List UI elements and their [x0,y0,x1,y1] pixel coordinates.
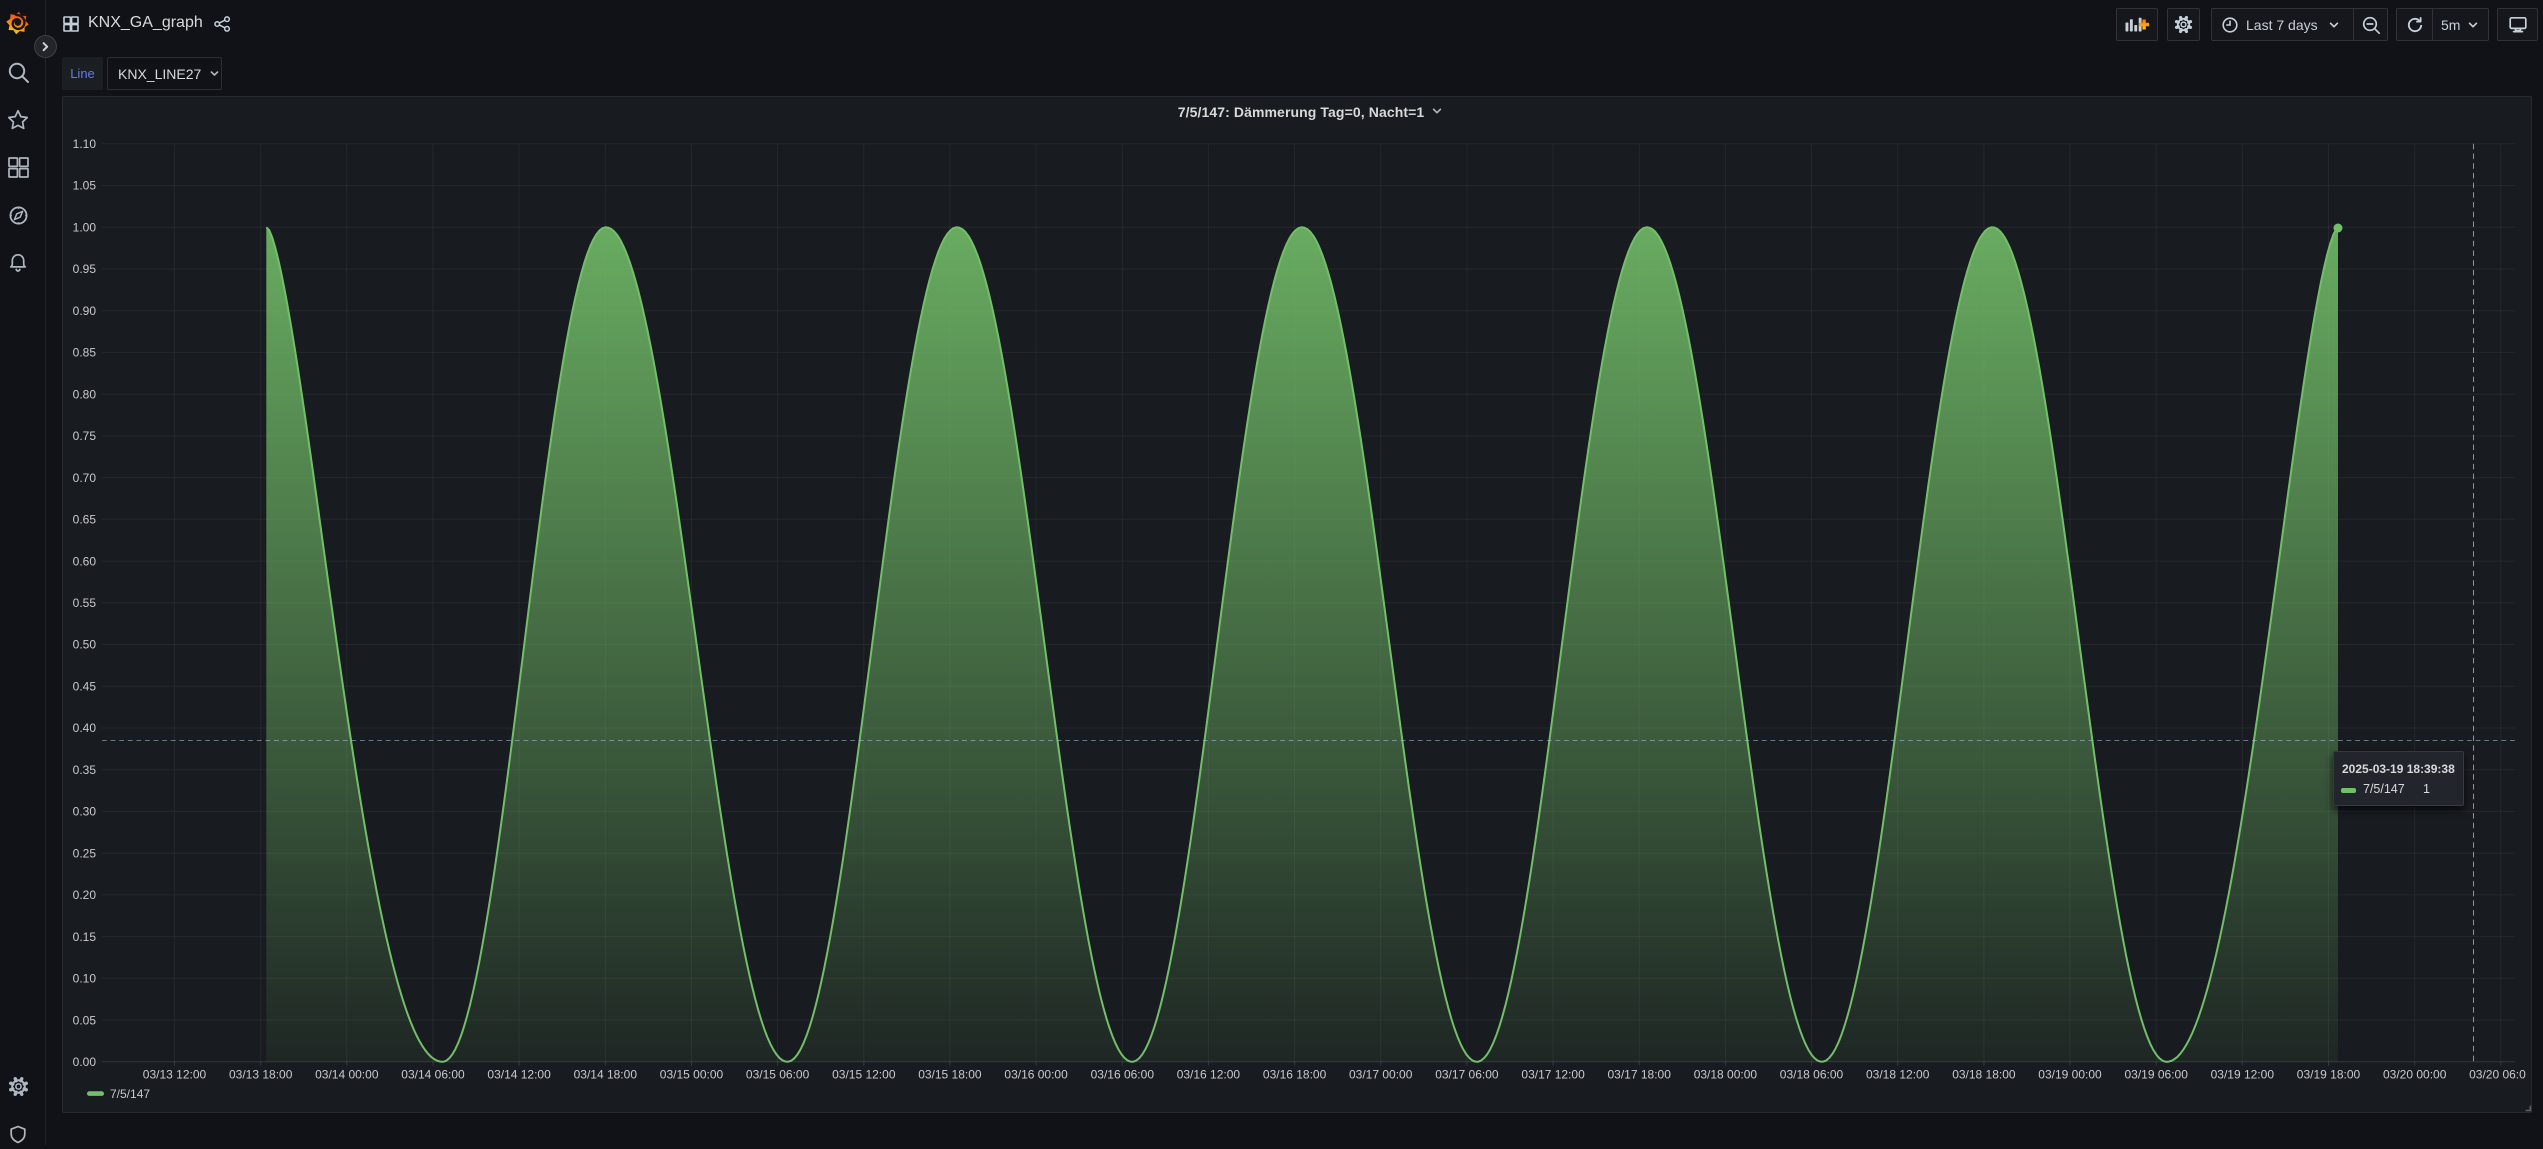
svg-text:0.30: 0.30 [73,805,97,819]
svg-text:0.10: 0.10 [73,972,97,986]
svg-text:03/13 12:00: 03/13 12:00 [143,1068,207,1082]
svg-text:03/20 00:00: 03/20 00:00 [2383,1068,2447,1082]
svg-text:0.15: 0.15 [73,930,97,944]
svg-text:1.05: 1.05 [73,179,97,193]
svg-text:03/18 00:00: 03/18 00:00 [1694,1068,1758,1082]
svg-text:0.85: 0.85 [73,346,97,360]
svg-text:03/13 18:00: 03/13 18:00 [229,1068,293,1082]
svg-text:03/19 06:00: 03/19 06:00 [2124,1068,2188,1082]
svg-text:0.45: 0.45 [73,680,97,694]
svg-text:03/15 12:00: 03/15 12:00 [832,1068,896,1082]
svg-text:03/14 06:00: 03/14 06:00 [401,1068,465,1082]
svg-text:0.50: 0.50 [73,638,97,652]
svg-text:03/16 18:00: 03/16 18:00 [1263,1068,1327,1082]
svg-text:03/17 06:00: 03/17 06:00 [1435,1068,1499,1082]
svg-text:1.10: 1.10 [73,137,97,151]
svg-text:0.00: 0.00 [73,1055,97,1069]
svg-text:03/18 18:00: 03/18 18:00 [1952,1068,2016,1082]
svg-text:0.55: 0.55 [73,596,97,610]
svg-text:03/19 18:00: 03/19 18:00 [2297,1068,2361,1082]
svg-text:03/18 12:00: 03/18 12:00 [1866,1068,1930,1082]
svg-text:0.60: 0.60 [73,554,97,568]
svg-text:0.90: 0.90 [73,304,97,318]
svg-text:0.65: 0.65 [73,513,97,527]
svg-text:0.70: 0.70 [73,471,97,485]
svg-text:03/17 18:00: 03/17 18:00 [1607,1068,1671,1082]
svg-text:03/17 12:00: 03/17 12:00 [1521,1068,1585,1082]
svg-text:03/16 00:00: 03/16 00:00 [1004,1068,1068,1082]
svg-text:03/14 12:00: 03/14 12:00 [487,1068,551,1082]
svg-text:03/20 06:00: 03/20 06:00 [2469,1068,2533,1082]
svg-text:03/16 12:00: 03/16 12:00 [1177,1068,1241,1082]
svg-text:03/14 18:00: 03/14 18:00 [574,1068,638,1082]
svg-text:03/15 18:00: 03/15 18:00 [918,1068,982,1082]
svg-text:03/16 06:00: 03/16 06:00 [1091,1068,1155,1082]
svg-text:0.95: 0.95 [73,262,97,276]
svg-text:03/15 06:00: 03/15 06:00 [746,1068,810,1082]
svg-text:0.40: 0.40 [73,721,97,735]
svg-text:03/18 06:00: 03/18 06:00 [1780,1068,1844,1082]
svg-text:03/19 12:00: 03/19 12:00 [2211,1068,2275,1082]
svg-text:0.25: 0.25 [73,846,97,860]
svg-text:0.05: 0.05 [73,1013,97,1027]
svg-text:03/15 00:00: 03/15 00:00 [660,1068,724,1082]
svg-text:0.35: 0.35 [73,763,97,777]
svg-text:0.20: 0.20 [73,888,97,902]
svg-text:7/5/147: 7/5/147 [110,1087,150,1101]
svg-text:1.00: 1.00 [73,221,97,235]
svg-text:0.75: 0.75 [73,429,97,443]
svg-text:03/14 00:00: 03/14 00:00 [315,1068,379,1082]
svg-text:0.80: 0.80 [73,387,97,401]
svg-text:03/17 00:00: 03/17 00:00 [1349,1068,1413,1082]
svg-text:03/19 00:00: 03/19 00:00 [2038,1068,2102,1082]
